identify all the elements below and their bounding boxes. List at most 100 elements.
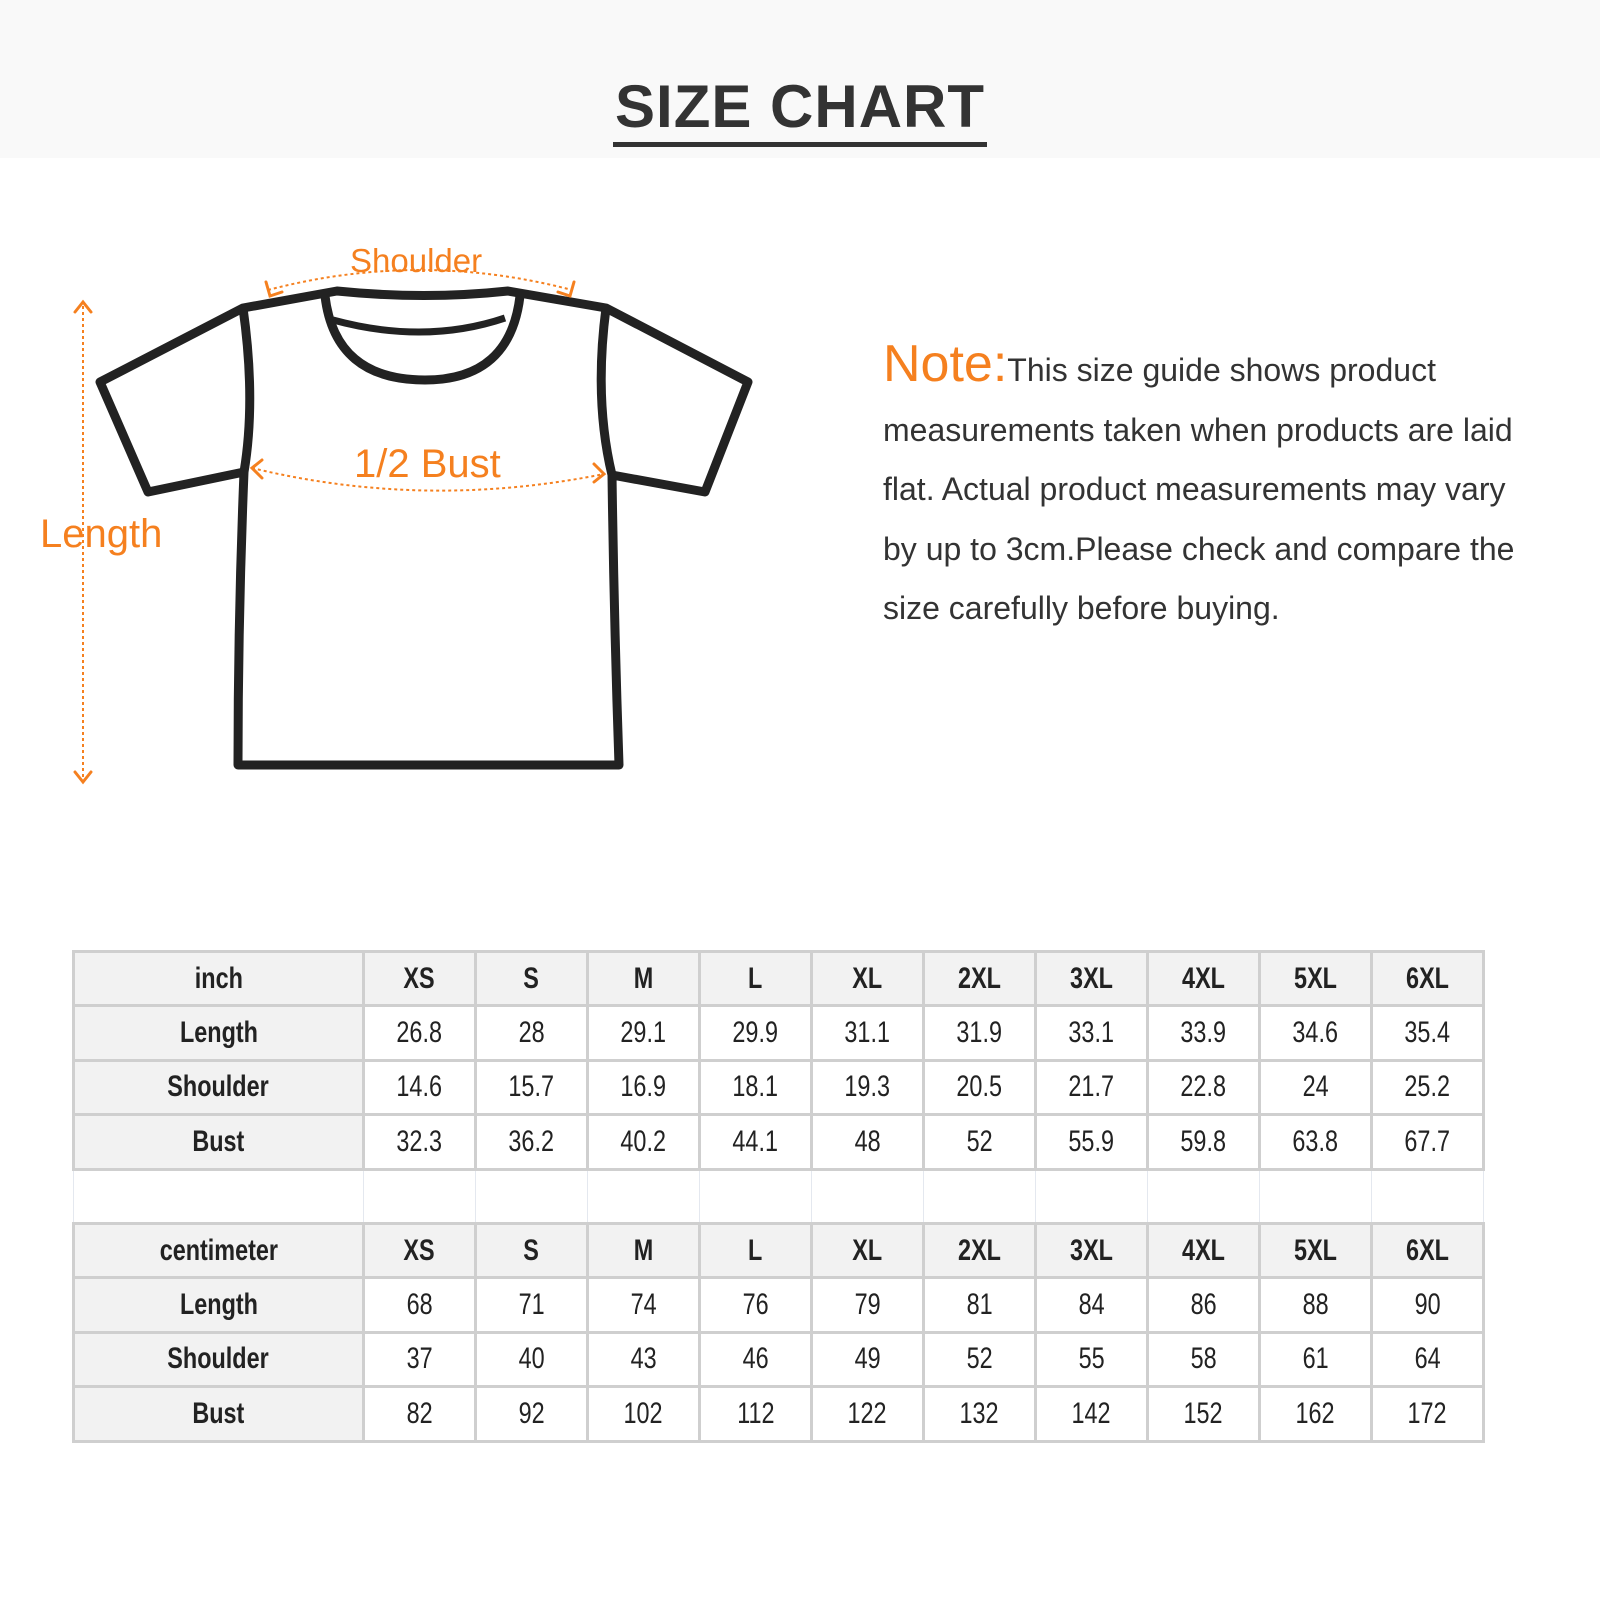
size-header-cell-text: L (748, 1233, 763, 1267)
value-cell-text: 81 (966, 1288, 993, 1322)
size-header-cell-text: XL (852, 961, 883, 995)
unit-label-cell: inch (72, 949, 365, 1008)
value-cell: 28 (474, 1004, 589, 1062)
empty-cell (363, 1167, 476, 1225)
unit-label-cell: centimeter (72, 1221, 365, 1280)
bust-measure-line (251, 467, 605, 492)
value-cell-text: 29.9 (732, 1016, 779, 1050)
table-row: Bust 82 92 102 112 122 132 142 152 162 172 (72, 1385, 1485, 1443)
size-header-cell: L (698, 949, 813, 1008)
value-cell: 34.6 (1258, 1004, 1373, 1062)
value-cell-text: 142 (1071, 1396, 1112, 1430)
empty-cell (73, 1167, 364, 1225)
value-cell-text: 48 (854, 1124, 881, 1158)
value-cell: 81 (922, 1276, 1037, 1334)
value-cell-text: 25.2 (1404, 1070, 1451, 1104)
empty-cell (699, 1167, 812, 1225)
unit-label-cell-text: centimeter (159, 1233, 278, 1267)
table-row: Shoulder 37 40 43 46 49 52 55 58 61 64 (72, 1330, 1485, 1389)
value-cell-text: 31.1 (844, 1016, 891, 1050)
value-cell: 64 (1370, 1330, 1485, 1389)
value-cell: 52 (922, 1330, 1037, 1389)
size-header-cell-text: 6XL (1406, 961, 1449, 995)
size-header-cell-text: 5XL (1294, 961, 1337, 995)
value-cell-text: 152 (1183, 1396, 1224, 1430)
value-cell-text: 58 (1190, 1342, 1217, 1376)
page-title: SIZE CHART (0, 72, 1600, 147)
size-header-cell: XL (810, 949, 925, 1008)
value-cell-text: 55 (1078, 1342, 1105, 1376)
value-cell-text: 43 (630, 1342, 657, 1376)
tshirt-sleeve-seam-right (596, 307, 617, 477)
size-header-cell-text: XS (403, 1233, 436, 1267)
value-cell: 16.9 (586, 1058, 701, 1117)
row-label-cell-text: Bust (192, 1124, 245, 1158)
size-header-cell: M (586, 1221, 701, 1280)
value-cell-text: 86 (1190, 1288, 1217, 1322)
size-header-cell-text: XS (403, 961, 436, 995)
empty-cell (587, 1167, 700, 1225)
unit-label-cell-text: inch (194, 961, 243, 995)
value-cell-text: 52 (966, 1124, 993, 1158)
row-label-cell-text: Bust (192, 1396, 245, 1430)
tshirt-collar-inner (332, 314, 507, 336)
value-cell-text: 74 (630, 1288, 657, 1322)
value-cell-text: 28 (518, 1016, 545, 1050)
value-cell: 48 (810, 1113, 925, 1171)
table-row: Length 68 71 74 76 79 81 84 86 88 90 (72, 1276, 1485, 1334)
empty-cell (1371, 1167, 1484, 1225)
empty-cell (1147, 1167, 1260, 1225)
value-cell: 20.5 (922, 1058, 1037, 1117)
note-text: This size guide shows product measuremen… (883, 352, 1515, 626)
value-cell: 40.2 (586, 1113, 701, 1171)
value-cell-text: 14.6 (396, 1070, 443, 1104)
size-header-cell: 2XL (922, 949, 1037, 1008)
value-cell-text: 33.1 (1068, 1016, 1115, 1050)
value-cell-text: 61 (1302, 1342, 1329, 1376)
value-cell: 76 (698, 1276, 813, 1334)
value-cell: 90 (1370, 1276, 1485, 1334)
value-cell: 172 (1370, 1385, 1485, 1443)
arrow-icon (592, 462, 607, 484)
bust-label: 1/2 Bust (354, 442, 501, 486)
value-cell-text: 33.9 (1180, 1016, 1227, 1050)
value-cell-text: 79 (854, 1288, 881, 1322)
row-label-cell-text: Length (179, 1016, 258, 1050)
row-label-cell: Length (72, 1276, 365, 1334)
value-cell: 84 (1034, 1276, 1149, 1334)
size-header-cell-text: 5XL (1294, 1233, 1337, 1267)
size-header-cell-text: 6XL (1406, 1233, 1449, 1267)
empty-cell (923, 1167, 1036, 1225)
value-cell: 25.2 (1370, 1058, 1485, 1117)
empty-cell (811, 1167, 924, 1225)
spacer-row (73, 1167, 1484, 1225)
tshirt-diagram (73, 269, 753, 785)
value-cell: 52 (922, 1113, 1037, 1171)
value-cell-text: 71 (518, 1288, 545, 1322)
value-cell: 44.1 (698, 1113, 813, 1171)
value-cell-text: 55.9 (1068, 1124, 1115, 1158)
value-cell-text: 63.8 (1292, 1124, 1339, 1158)
arrow-icon (249, 458, 264, 480)
centimeter-header-row: centimeter XS S M L XL 2XL 3XL 4XL 5XL 6XL (72, 1221, 1485, 1280)
table-row: Bust 32.3 36.2 40.2 44.1 48 52 55.9 59.8 63.8 67.7 (72, 1113, 1485, 1171)
value-cell: 31.1 (810, 1004, 925, 1062)
value-cell-text: 90 (1414, 1288, 1441, 1322)
value-cell: 82 (362, 1385, 477, 1443)
value-cell: 35.4 (1370, 1004, 1485, 1062)
size-header-cell-text: M (633, 1233, 654, 1267)
value-cell-text: 40 (518, 1342, 545, 1376)
value-cell: 102 (586, 1385, 701, 1443)
size-header-cell: S (474, 949, 589, 1008)
tshirt-sleeve-seam-left (238, 307, 255, 473)
value-cell: 43 (586, 1330, 701, 1389)
size-header-cell-text: M (633, 961, 654, 995)
value-cell-text: 35.4 (1404, 1016, 1451, 1050)
value-cell-text: 37 (406, 1342, 433, 1376)
size-header-cell: 2XL (922, 1221, 1037, 1280)
value-cell: 132 (922, 1385, 1037, 1443)
row-label-cell-text: Shoulder (167, 1342, 270, 1376)
size-header-cell: XL (810, 1221, 925, 1280)
value-cell: 71 (474, 1276, 589, 1334)
arrow-icon (73, 770, 93, 785)
